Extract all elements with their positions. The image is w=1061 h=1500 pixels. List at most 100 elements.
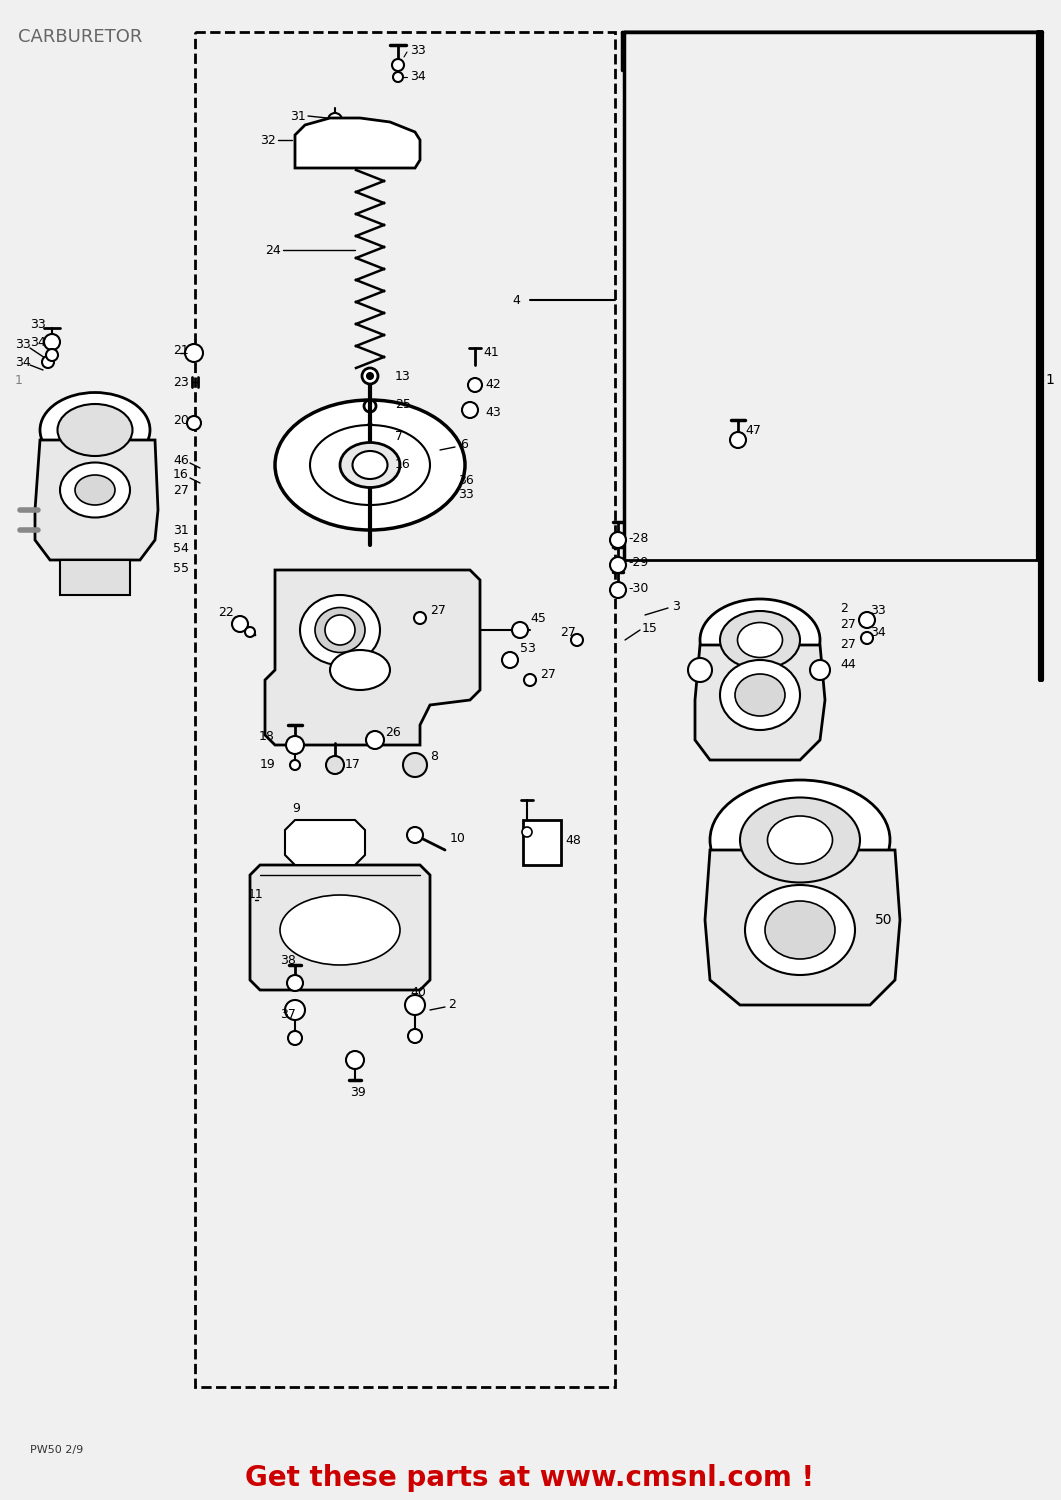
Polygon shape xyxy=(250,865,430,990)
Text: 42: 42 xyxy=(485,378,501,392)
Ellipse shape xyxy=(710,780,890,900)
Circle shape xyxy=(414,612,427,624)
Circle shape xyxy=(502,652,518,668)
Circle shape xyxy=(364,400,376,412)
Ellipse shape xyxy=(737,622,783,657)
Circle shape xyxy=(610,582,626,598)
Polygon shape xyxy=(705,850,900,1005)
Text: 38: 38 xyxy=(280,954,296,966)
Ellipse shape xyxy=(57,404,133,456)
Ellipse shape xyxy=(340,442,400,488)
Text: 53: 53 xyxy=(520,642,536,654)
Polygon shape xyxy=(285,821,365,866)
Text: 41: 41 xyxy=(483,345,499,358)
Polygon shape xyxy=(624,32,1040,50)
Circle shape xyxy=(325,615,355,645)
Circle shape xyxy=(571,634,582,646)
Text: 2: 2 xyxy=(840,602,848,615)
Circle shape xyxy=(286,736,305,754)
Text: 18: 18 xyxy=(259,730,275,744)
Ellipse shape xyxy=(765,902,835,958)
Text: 27: 27 xyxy=(840,618,856,632)
Circle shape xyxy=(326,756,344,774)
Ellipse shape xyxy=(352,452,387,478)
Text: 34: 34 xyxy=(870,626,886,639)
Ellipse shape xyxy=(315,608,365,652)
Text: 11: 11 xyxy=(248,888,264,902)
Text: 40: 40 xyxy=(410,987,425,999)
Polygon shape xyxy=(295,118,420,168)
Text: 27: 27 xyxy=(173,483,189,496)
Text: www.cmsnl.com: www.cmsnl.com xyxy=(254,670,607,710)
Circle shape xyxy=(346,1052,364,1070)
Bar xyxy=(60,560,131,596)
Circle shape xyxy=(392,58,404,70)
Text: 37: 37 xyxy=(280,1008,296,1022)
Ellipse shape xyxy=(767,816,833,864)
Circle shape xyxy=(610,532,626,548)
Ellipse shape xyxy=(40,393,150,468)
Ellipse shape xyxy=(740,798,860,882)
Text: 1: 1 xyxy=(15,374,23,387)
Ellipse shape xyxy=(700,598,820,681)
Text: 34: 34 xyxy=(30,336,46,348)
Text: 13: 13 xyxy=(395,369,411,382)
Circle shape xyxy=(46,350,58,361)
Text: 31: 31 xyxy=(290,110,306,123)
Polygon shape xyxy=(695,645,825,760)
Circle shape xyxy=(810,660,830,680)
Text: PW50 2/9: PW50 2/9 xyxy=(30,1444,83,1455)
Bar xyxy=(624,32,1038,552)
Text: 43: 43 xyxy=(485,405,501,418)
Ellipse shape xyxy=(60,462,131,518)
Polygon shape xyxy=(618,500,1034,522)
Text: 31: 31 xyxy=(173,524,189,537)
Text: 21: 21 xyxy=(173,344,189,357)
Circle shape xyxy=(285,1000,305,1020)
Circle shape xyxy=(730,432,746,448)
Text: 33: 33 xyxy=(410,44,425,57)
Text: 20: 20 xyxy=(173,414,189,426)
Circle shape xyxy=(522,827,532,837)
Text: 1: 1 xyxy=(1045,374,1054,387)
Text: 8: 8 xyxy=(430,750,438,764)
Circle shape xyxy=(232,616,248,632)
Text: 39: 39 xyxy=(350,1086,366,1098)
Ellipse shape xyxy=(310,424,430,506)
Text: 54: 54 xyxy=(173,542,189,555)
Text: 24: 24 xyxy=(265,243,281,256)
Text: 33: 33 xyxy=(15,339,31,351)
Text: 6: 6 xyxy=(460,438,468,452)
Circle shape xyxy=(42,356,54,368)
Text: 50: 50 xyxy=(875,914,892,927)
Circle shape xyxy=(393,72,403,82)
Ellipse shape xyxy=(330,650,390,690)
Text: 25: 25 xyxy=(395,399,411,411)
Text: 33: 33 xyxy=(458,489,474,501)
Text: 16: 16 xyxy=(173,468,189,482)
Circle shape xyxy=(860,632,873,644)
Circle shape xyxy=(185,344,203,362)
Text: 47: 47 xyxy=(745,423,761,436)
Polygon shape xyxy=(35,440,158,560)
Text: 27: 27 xyxy=(840,639,856,651)
Circle shape xyxy=(403,753,427,777)
Text: 46: 46 xyxy=(173,453,189,466)
Circle shape xyxy=(405,994,425,1016)
Text: 34: 34 xyxy=(15,356,31,369)
Text: 33: 33 xyxy=(870,603,886,616)
Circle shape xyxy=(524,674,536,686)
Ellipse shape xyxy=(280,896,400,964)
Text: 23: 23 xyxy=(173,375,189,388)
Circle shape xyxy=(286,975,303,992)
Circle shape xyxy=(366,730,384,748)
Circle shape xyxy=(462,402,479,418)
Circle shape xyxy=(288,1030,302,1045)
Text: 32: 32 xyxy=(260,134,276,147)
Text: 27: 27 xyxy=(430,603,446,616)
Ellipse shape xyxy=(735,674,785,716)
Circle shape xyxy=(859,612,875,628)
Text: 27: 27 xyxy=(560,626,576,639)
Circle shape xyxy=(245,627,255,638)
Circle shape xyxy=(328,112,342,128)
